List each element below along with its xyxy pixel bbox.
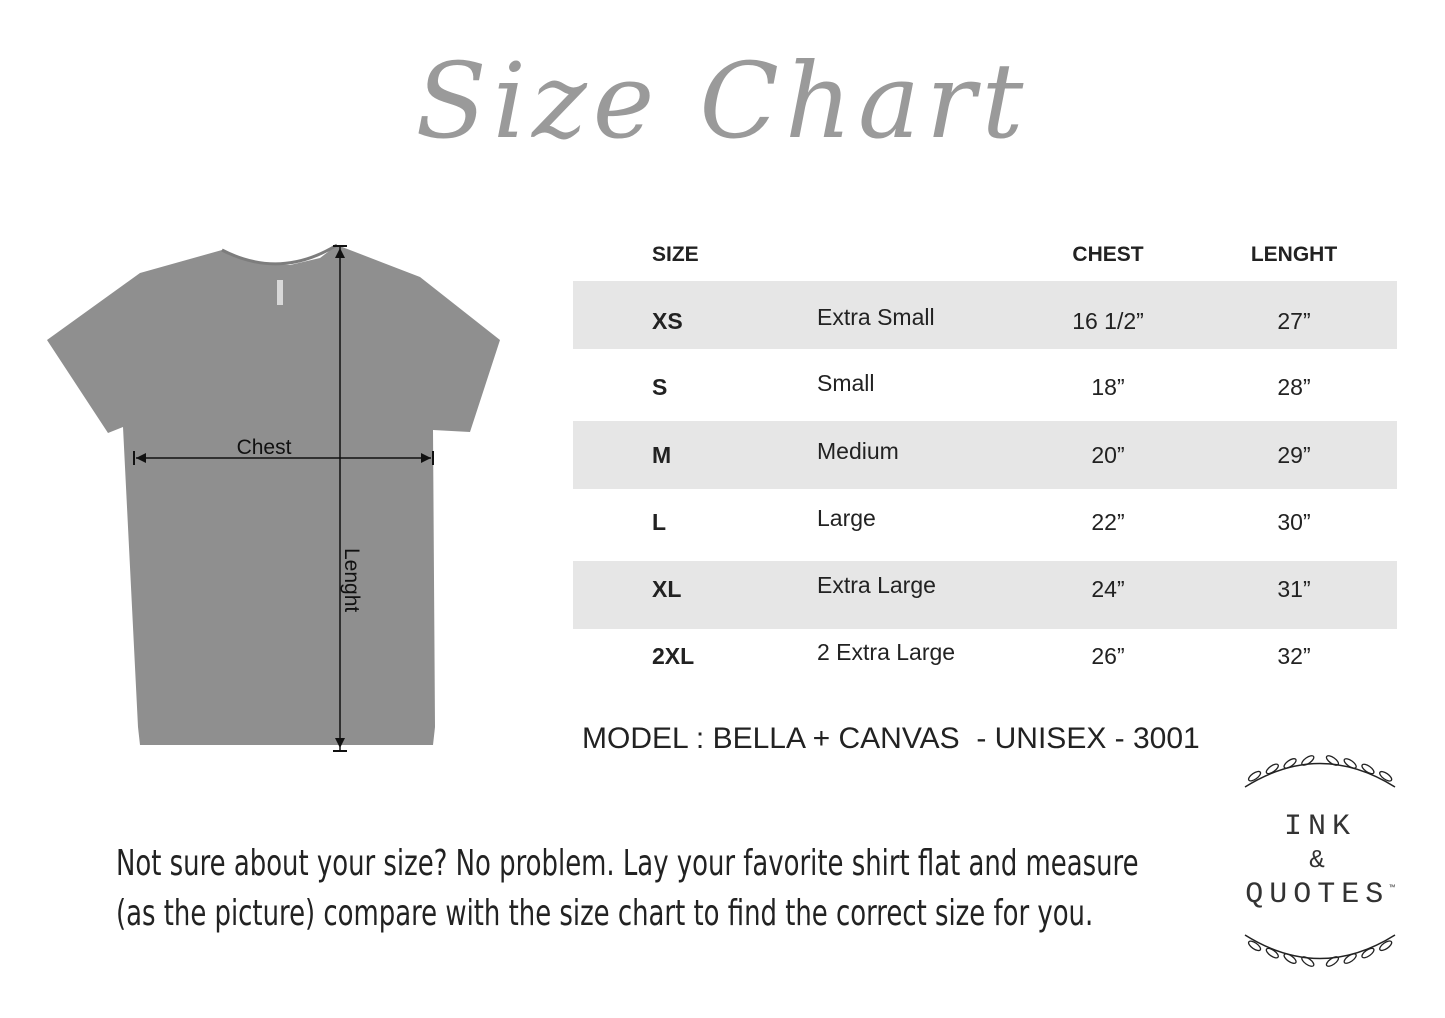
note-line-2: (as the picture) compare with the size c… xyxy=(116,893,1094,934)
ink-and-quotes-logo: INK & QUOTES™ xyxy=(1235,745,1405,975)
header-chest: CHEST xyxy=(1072,243,1144,266)
leaf xyxy=(1325,755,1340,766)
row-length: 27” xyxy=(1277,308,1311,334)
arrow-left-icon xyxy=(136,453,146,463)
tshirt-image xyxy=(47,245,500,745)
row-length: 28” xyxy=(1277,374,1311,400)
leaf xyxy=(1283,953,1297,964)
leaf xyxy=(1247,940,1262,952)
collar xyxy=(221,243,338,266)
arrow-right-icon xyxy=(421,453,431,463)
leaf xyxy=(1301,956,1315,967)
length-label: Lenght xyxy=(340,548,363,612)
leaf xyxy=(1379,770,1393,782)
leaf xyxy=(1361,947,1375,959)
row-size-name: Extra Small xyxy=(817,304,935,330)
model-info: MODEL : BELLA + CANVAS - UNISEX - 3001 xyxy=(582,722,1200,755)
header-length: LENGHT xyxy=(1250,243,1338,266)
leaf xyxy=(1265,763,1279,775)
row-size-name: Large xyxy=(817,505,876,531)
row-chest: 24” xyxy=(1091,576,1125,602)
row-size: S xyxy=(652,374,668,400)
row-chest: 18” xyxy=(1091,374,1125,400)
row-chest: 20” xyxy=(1091,442,1125,468)
row-size: XS xyxy=(652,308,683,334)
row-size-name: Small xyxy=(817,370,875,396)
row-chest: 16 1/2” xyxy=(1072,308,1144,334)
laurel-icon xyxy=(1244,755,1396,967)
leaf xyxy=(1325,956,1340,967)
leaf xyxy=(1265,947,1279,959)
row-size-name: Medium xyxy=(817,438,899,464)
row-length: 31” xyxy=(1277,576,1311,602)
row-size: L xyxy=(652,509,667,535)
leaf xyxy=(1343,758,1357,769)
leaf xyxy=(1361,763,1375,775)
row-size-name: 2 Extra Large xyxy=(817,639,956,665)
logo-ink: INK xyxy=(1283,810,1356,844)
row-stripe xyxy=(573,281,1397,349)
logo-quotes: QUOTES™ xyxy=(1245,878,1395,912)
row-length: 29” xyxy=(1277,442,1311,468)
page-title: Size Chart xyxy=(415,40,1030,162)
leaf xyxy=(1301,755,1315,766)
tag xyxy=(277,280,283,305)
row-size-name: Extra Large xyxy=(817,572,936,598)
header-size: SIZE xyxy=(652,243,699,266)
row-chest: 26” xyxy=(1091,643,1125,669)
leaf xyxy=(1379,940,1393,952)
leaf xyxy=(1247,770,1262,782)
tshirt-diagram: Chest Lenght xyxy=(47,243,500,752)
logo-ampersand: & xyxy=(1309,845,1331,875)
row-stripe xyxy=(573,561,1397,629)
row-chest: 22” xyxy=(1091,509,1125,535)
row-size: XL xyxy=(652,576,682,602)
row-size: M xyxy=(652,442,672,468)
leaf xyxy=(1343,953,1357,964)
arrow-down-icon xyxy=(335,738,345,748)
row-stripe xyxy=(573,421,1397,489)
chest-label: Chest xyxy=(237,436,292,459)
leaf xyxy=(1283,758,1297,769)
row-size: 2XL xyxy=(652,643,695,669)
row-length: 30” xyxy=(1277,509,1311,535)
arrow-up-icon xyxy=(335,248,345,258)
row-length: 32” xyxy=(1277,643,1311,669)
note-line-1: Not sure about your size? No problem. La… xyxy=(116,843,1139,884)
